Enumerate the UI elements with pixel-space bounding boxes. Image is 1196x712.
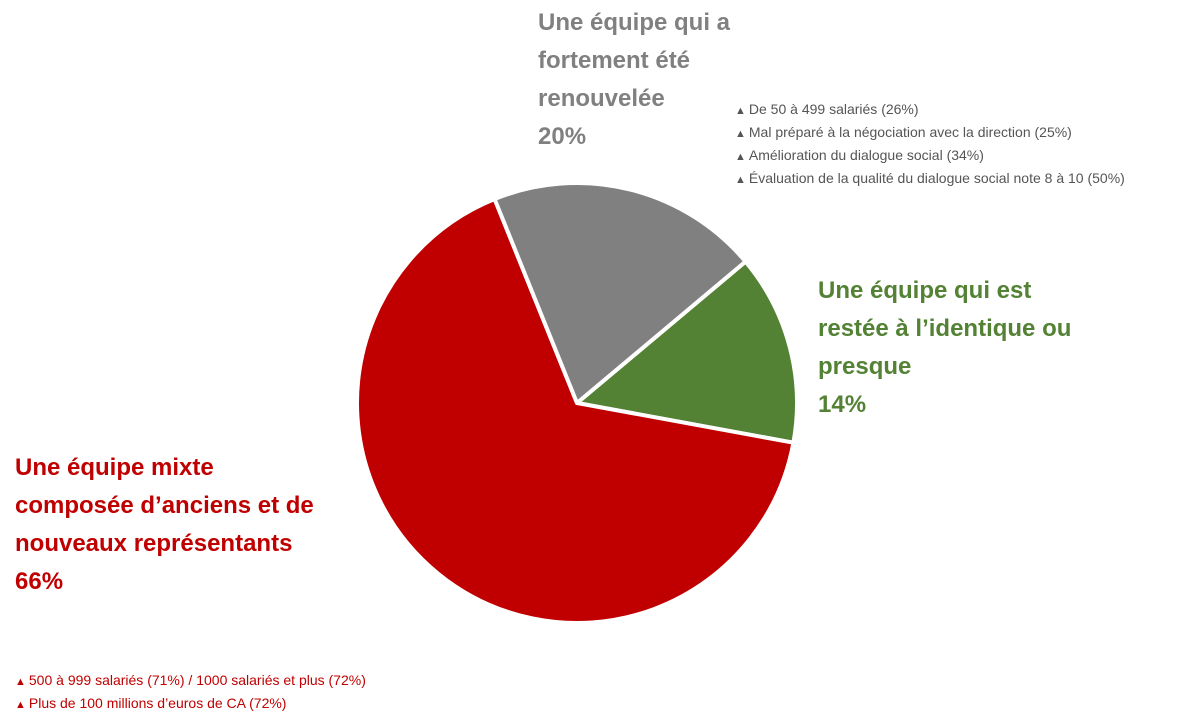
notes: 500 à 999 salariés (71%) / 1000 salariés… xyxy=(15,670,366,712)
pie-slice xyxy=(355,197,796,625)
slice-name: Une équipe mixte composée d’anciens et d… xyxy=(15,454,314,557)
notes: De 50 à 499 salariés (26%)Mal préparé à … xyxy=(735,99,1125,191)
slice-name: Une équipe qui est restée à l’identique … xyxy=(818,277,1072,380)
note: Plus de 100 millions d’euros de CA (72%) xyxy=(15,693,366,712)
slice-value: 20% xyxy=(538,123,587,150)
pie-slice xyxy=(492,181,748,405)
slice-label: Une équipe mixte composée d’anciens et d… xyxy=(15,449,315,601)
note: De 50 à 499 salariés (26%) xyxy=(735,99,1125,122)
slice-label: Une équipe qui est restée à l’identique … xyxy=(818,272,1103,424)
note: 500 à 999 salariés (71%) / 1000 salariés… xyxy=(15,670,366,693)
pie-slice xyxy=(575,259,799,445)
slice-value: 14% xyxy=(818,391,867,418)
note: Amélioration du dialogue social (34%) xyxy=(735,145,1125,168)
slice-label: Une équipe qui a fortement été renouvelé… xyxy=(538,4,793,156)
note: Mal préparé à la négociation avec la dir… xyxy=(735,122,1125,145)
slice-name: Une équipe qui a fortement été renouvelé… xyxy=(538,9,731,112)
slice-value: 66% xyxy=(15,568,64,595)
note: Évaluation de la qualité du dialogue soc… xyxy=(735,168,1125,191)
